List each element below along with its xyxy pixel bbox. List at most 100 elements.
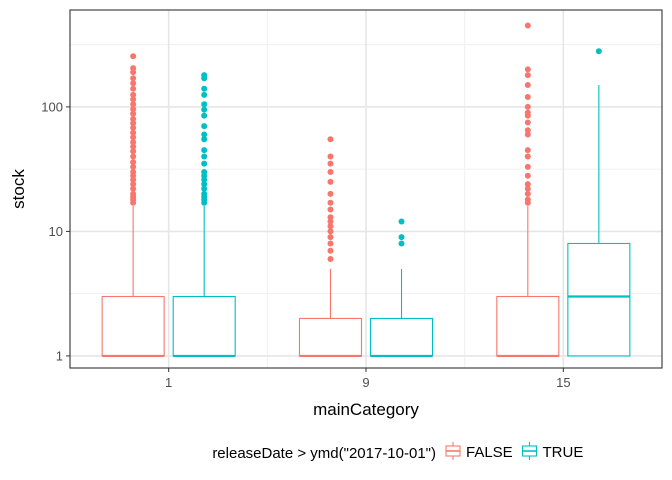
box-false-15 [496, 22, 560, 358]
outlier-point [327, 178, 334, 185]
outlier-point [130, 106, 137, 113]
outlier-point [327, 190, 334, 197]
box-true-1 [172, 72, 236, 358]
outlier-point [327, 228, 334, 235]
outlier-point [201, 136, 208, 143]
grid-major [70, 10, 662, 368]
outlier-point [130, 190, 137, 197]
outlier-point [327, 153, 334, 160]
outlier-point [327, 169, 334, 176]
outlier-point [327, 223, 334, 230]
box-iqr [496, 295, 560, 357]
outlier-point [130, 159, 137, 166]
outlier-point [398, 218, 405, 225]
outlier-point [327, 199, 334, 206]
legend-key-false: FALSE [445, 442, 513, 461]
y-axis: 1 10 100 [41, 99, 70, 363]
outlier-point [201, 147, 208, 154]
outlier-point [398, 240, 405, 247]
outlier-point [130, 85, 137, 92]
outlier-point [130, 148, 137, 155]
box-iqr [101, 295, 165, 357]
legend-label: TRUE [543, 444, 584, 461]
outlier-point [130, 169, 137, 176]
outlier-point [201, 91, 208, 98]
box-true-15 [567, 48, 631, 357]
outlier-point [524, 190, 531, 197]
outlier-point [201, 72, 208, 79]
box-true-9 [369, 218, 434, 358]
outlier-point [524, 94, 531, 101]
outlier-point [524, 153, 531, 160]
outlier-point [327, 214, 334, 221]
outlier-point [327, 160, 334, 167]
x-tick-label: 9 [362, 375, 369, 390]
box-false-9 [298, 136, 363, 358]
legend: releaseDate > ymd("2017-10-01") FALSE TRU… [212, 442, 583, 462]
outlier-point [130, 115, 137, 122]
outlier-point [130, 80, 137, 87]
outlier-point [201, 181, 208, 188]
outlier-point [327, 206, 334, 213]
outlier-point [201, 112, 208, 119]
outlier-point [201, 101, 208, 108]
x-axis: 1 9 15 [165, 368, 571, 390]
outlier-point [130, 101, 137, 108]
y-tick-label: 1 [56, 348, 63, 363]
outlier-point [201, 190, 208, 197]
outlier-point [130, 120, 137, 127]
outlier-point [201, 160, 208, 167]
legend-label: FALSE [466, 444, 513, 461]
outlier-point [595, 48, 602, 55]
outlier-point [201, 185, 208, 192]
outlier-point [130, 134, 137, 141]
outlier-point [201, 153, 208, 160]
outlier-point [130, 185, 137, 192]
outlier-point [327, 240, 334, 247]
outlier-point [524, 81, 531, 88]
outlier-point [130, 53, 137, 60]
x-tick-label: 1 [165, 375, 172, 390]
y-tick-label: 10 [49, 224, 63, 239]
outlier-point [130, 110, 137, 117]
outlier-point [524, 196, 531, 203]
outlier-point [130, 124, 137, 131]
outlier-point [201, 85, 208, 92]
outlier-point [524, 127, 531, 134]
outlier-point [201, 123, 208, 130]
box-false-1 [101, 53, 165, 358]
box-iqr [369, 317, 434, 357]
outlier-point [327, 234, 334, 241]
outlier-point [327, 247, 334, 254]
box-iqr [172, 295, 236, 357]
outlier-point [201, 106, 208, 113]
outlier-point [130, 75, 137, 82]
outlier-point [524, 147, 531, 154]
outlier-point [130, 91, 137, 98]
box-iqr [298, 317, 363, 357]
y-tick-label: 100 [41, 99, 63, 114]
outlier-point [327, 136, 334, 143]
outlier-point [524, 119, 531, 126]
legend-keys: FALSE TRUE [445, 442, 584, 461]
outlier-point [524, 131, 531, 138]
outlier-point [130, 129, 137, 136]
x-tick-label: 15 [556, 375, 570, 390]
outlier-point [524, 22, 531, 29]
outlier-point [524, 163, 531, 170]
y-axis-title: stock [9, 169, 28, 209]
outlier-point [130, 65, 137, 72]
outlier-point [201, 131, 208, 138]
box-layer [101, 22, 631, 358]
outlier-point [201, 169, 208, 176]
legend-key-true: TRUE [521, 442, 584, 461]
outlier-point [327, 256, 334, 263]
outlier-point [524, 181, 531, 188]
outlier-point [130, 143, 137, 150]
outlier-point [130, 69, 137, 76]
outlier-point [398, 234, 405, 241]
outlier-point [130, 163, 137, 170]
outlier-point [130, 153, 137, 160]
box-iqr [567, 242, 631, 357]
